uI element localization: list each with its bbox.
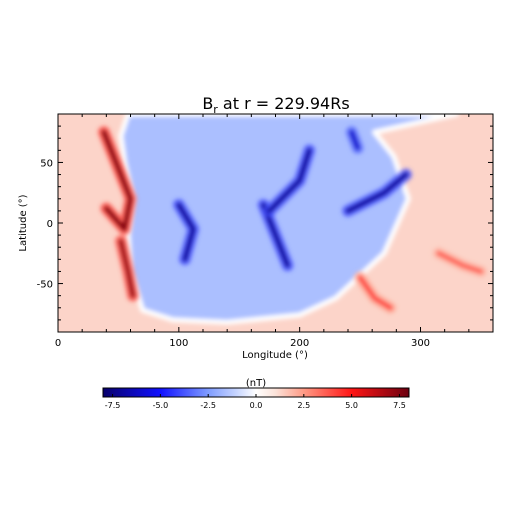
- y-tick-label: 50: [40, 158, 53, 169]
- colorbar-tick-label: 0.0: [250, 401, 263, 410]
- colorbar-tick-label: -5.0: [153, 401, 169, 410]
- ridge-core-2: [176, 202, 196, 262]
- colorbar-tick-label: 5.0: [345, 401, 358, 410]
- x-axis-label: Longitude (°): [242, 350, 308, 361]
- x-axis: 0 100 200 300: [55, 114, 494, 349]
- ridge-core-5: [345, 172, 409, 214]
- y-axis: 50 0 -50: [37, 113, 493, 333]
- colorbar-tick-label: 7.5: [393, 401, 406, 410]
- colorbar-ticks: -7.5 -5.0 -2.5 0.0 2.5 5.0 7.5: [105, 394, 406, 410]
- colorbar-tick-label: -7.5: [105, 401, 121, 410]
- ridge-core-0: [101, 129, 133, 232]
- ridge-core-1: [118, 238, 136, 299]
- x-tick-label: 100: [169, 338, 188, 349]
- ridge-core-6: [349, 129, 361, 151]
- ridge-core-4: [266, 147, 312, 214]
- colorbar-tick-label: -2.5: [200, 401, 216, 410]
- heatmap: [58, 114, 493, 332]
- field-ridges: [97, 126, 487, 314]
- y-axis-label: Latitude (°): [18, 194, 29, 251]
- y-tick-label: 0: [47, 219, 53, 230]
- chart-title: Br at r = 229.94Rs: [202, 94, 349, 116]
- x-tick-label: 300: [411, 338, 430, 349]
- ridge-core-7: [357, 275, 393, 311]
- ridge-core-8: [436, 250, 484, 274]
- colorbar-label: (nT): [246, 378, 266, 389]
- x-tick-label: 200: [290, 338, 309, 349]
- x-tick-label: 0: [55, 338, 61, 349]
- colorbar-tick-label: 2.5: [297, 401, 310, 410]
- y-tick-label: -50: [37, 280, 53, 291]
